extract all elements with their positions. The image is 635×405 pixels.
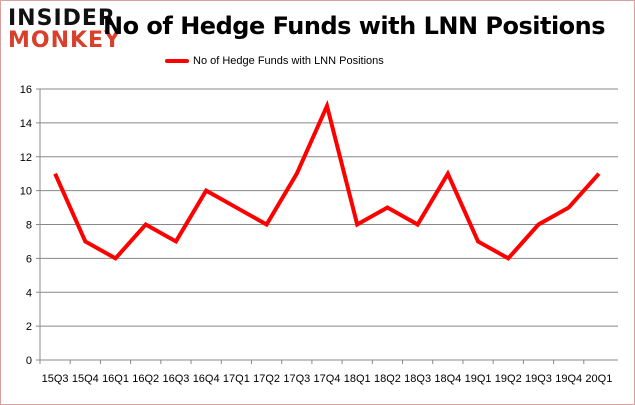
x-tick-label: 17Q4: [314, 373, 341, 385]
y-tick-label: 2: [26, 321, 32, 333]
x-tick-label: 16Q1: [102, 373, 129, 385]
x-tick-label: 19Q4: [555, 373, 582, 385]
legend: No of Hedge Funds with LNN Positions: [165, 55, 384, 67]
y-tick-label: 14: [20, 118, 32, 130]
legend-label: No of Hedge Funds with LNN Positions: [193, 55, 384, 67]
legend-swatch: [165, 59, 189, 63]
y-tick-label: 12: [20, 152, 32, 164]
x-tick-label: 18Q2: [374, 373, 401, 385]
x-tick-label: 20Q1: [585, 373, 612, 385]
y-tick-label: 4: [26, 287, 32, 299]
y-tick-label: 0: [26, 355, 32, 367]
x-tick-label: 16Q2: [132, 373, 159, 385]
series-line: [53, 99, 601, 261]
x-tick-label: 18Q4: [434, 373, 461, 385]
x-tick-label: 18Q1: [344, 373, 371, 385]
x-tick-label: 19Q2: [495, 373, 522, 385]
x-tick-label: 19Q1: [465, 373, 492, 385]
y-tick-label: 10: [20, 186, 32, 198]
y-tick-label: 16: [20, 84, 32, 96]
y-tick-label: 6: [26, 253, 32, 265]
logo-line-1: INSIDER: [8, 6, 116, 31]
x-tick-label: 16Q4: [193, 373, 220, 385]
y-tick-label: 8: [26, 220, 32, 232]
x-tick-label: 15Q3: [42, 373, 69, 385]
x-tick-label: 18Q3: [404, 373, 431, 385]
x-tick-label: 17Q1: [223, 373, 250, 385]
x-tick-label: 17Q3: [283, 373, 310, 385]
x-tick-label: 16Q3: [162, 373, 189, 385]
insider-monkey-logo: INSIDER MONKEY: [8, 8, 121, 52]
chart-title: No of Hedge Funds with LNN Positions: [103, 12, 606, 40]
x-tick-label: 17Q2: [253, 373, 280, 385]
x-tick-label: 19Q3: [525, 373, 552, 385]
x-tick-label: 15Q4: [72, 373, 99, 385]
logo-line-2: MONKEY: [8, 28, 122, 53]
